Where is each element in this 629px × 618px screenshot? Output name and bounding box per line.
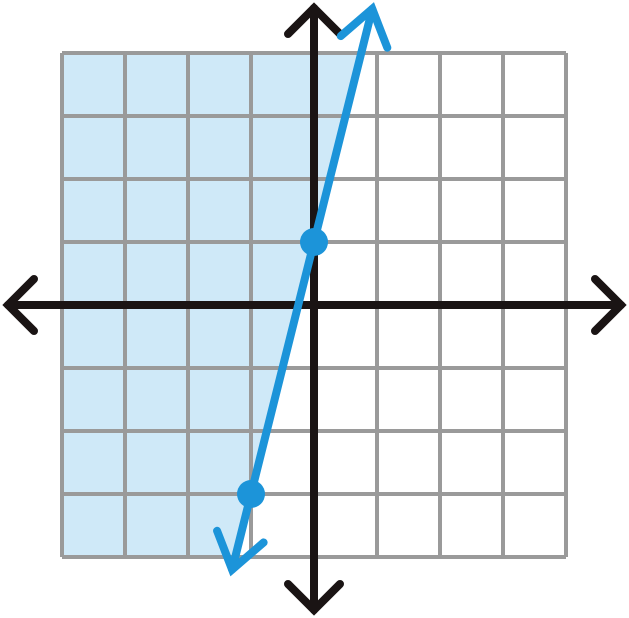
y-axis-top-arrowhead [284,2,344,38]
boundary-line [228,4,377,574]
series-layer [213,2,392,577]
x-axis-left-arrowhead [2,275,38,335]
boundary-line-bottom-arrowhead [213,526,268,577]
boundary-line-top-arrowhead [336,2,392,52]
x-axis-right-arrowhead [591,275,627,335]
data-point [300,228,328,256]
data-point [237,480,265,508]
y-axis-bottom-arrowhead [284,580,344,616]
